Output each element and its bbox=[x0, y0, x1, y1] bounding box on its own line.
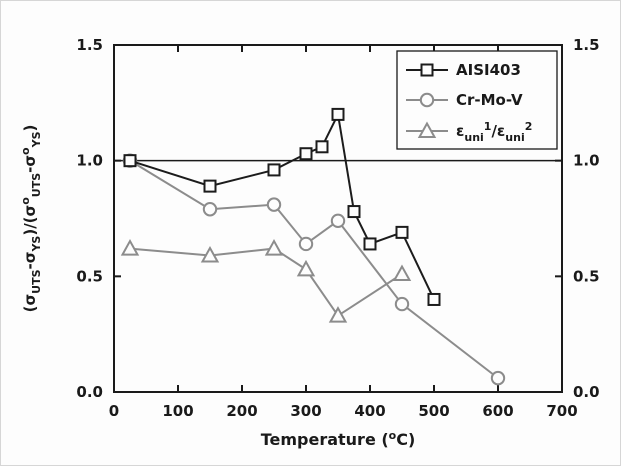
data-point-marker bbox=[347, 205, 361, 219]
y-tick-label-left: 1.5 bbox=[76, 36, 103, 54]
series-eps-uni1-eps-uni2 bbox=[120, 239, 412, 323]
data-point-marker bbox=[264, 239, 284, 256]
y-axis: 0.0 0.0 0.5 0.5 1.0 1.0 1.5 1.5 bbox=[76, 36, 599, 401]
data-point-marker bbox=[299, 147, 313, 161]
x-tick-label: 500 bbox=[418, 402, 449, 420]
x-tick-label: 700 bbox=[546, 402, 577, 420]
x-tick-label: 400 bbox=[354, 402, 385, 420]
data-point-marker bbox=[296, 259, 316, 277]
data-point-marker bbox=[315, 140, 329, 154]
data-point-marker bbox=[267, 163, 281, 177]
data-point-marker bbox=[328, 306, 348, 323]
x-tick-label: 600 bbox=[482, 402, 513, 420]
data-point-marker bbox=[420, 63, 434, 77]
series-aisi403 bbox=[123, 107, 441, 306]
data-point-marker bbox=[490, 370, 506, 386]
data-point-marker bbox=[330, 213, 346, 229]
data-point-marker bbox=[123, 154, 137, 168]
data-point-marker bbox=[298, 236, 314, 252]
data-point-marker bbox=[203, 179, 217, 193]
data-point-marker bbox=[120, 239, 140, 256]
legend: AISI403 Cr-Mo-V εuni1/εuni2 bbox=[396, 50, 558, 150]
plot-frame bbox=[113, 44, 563, 393]
data-point-marker bbox=[200, 245, 220, 263]
x-axis: 0 100 200 300 400 500 600 700 bbox=[109, 45, 578, 420]
legend-label: εuni1/εuni2 bbox=[456, 120, 532, 144]
data-point-marker bbox=[427, 292, 441, 306]
axes bbox=[113, 44, 563, 393]
legend-label: AISI403 bbox=[456, 61, 521, 79]
y-tick-label-right: 0.5 bbox=[573, 267, 600, 285]
x-tick-label: 0 bbox=[109, 402, 119, 420]
x-tick-label: 300 bbox=[290, 402, 321, 420]
y-tick-label-right: 1.5 bbox=[573, 36, 600, 54]
series-line bbox=[129, 111, 435, 300]
y-tick-label-right: 0.0 bbox=[573, 383, 600, 401]
legend-label: Cr-Mo-V bbox=[456, 91, 523, 109]
data-point-marker bbox=[417, 121, 437, 138]
data-point-marker bbox=[266, 197, 282, 212]
series-line bbox=[129, 247, 403, 318]
data-point-marker bbox=[331, 107, 345, 121]
y-tick-label-right: 1.0 bbox=[573, 152, 600, 170]
y-tick-label-left: 1.0 bbox=[76, 152, 103, 170]
y-axis-title: (σUTS-σYS)/(σoUTS-σoYS) bbox=[19, 125, 43, 313]
data-point-marker bbox=[363, 237, 377, 251]
x-tick-label: 200 bbox=[226, 402, 257, 420]
data-point-marker bbox=[392, 264, 412, 282]
data-point-marker bbox=[202, 202, 218, 217]
y-tick-label-left: 0.0 bbox=[76, 383, 103, 401]
data-point-marker bbox=[419, 92, 435, 108]
data-point-marker bbox=[395, 225, 409, 239]
x-tick-label: 100 bbox=[162, 402, 193, 420]
y-tick-label-left: 0.5 bbox=[76, 267, 103, 285]
series-cr-mo-v bbox=[122, 153, 506, 386]
data-point-marker bbox=[394, 296, 410, 312]
x-axis-title: Temperature (oC) bbox=[261, 429, 416, 449]
series-line bbox=[129, 159, 499, 379]
